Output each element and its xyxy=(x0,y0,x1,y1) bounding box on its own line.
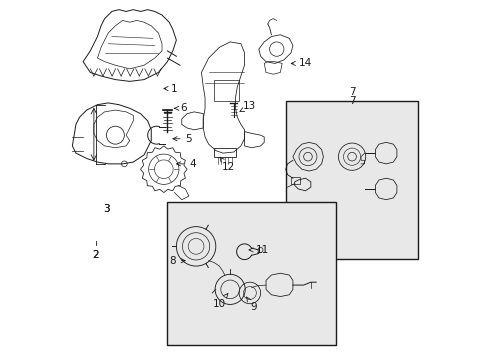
Text: 1: 1 xyxy=(163,84,178,94)
Text: 3: 3 xyxy=(103,204,109,214)
Text: 8: 8 xyxy=(169,256,185,266)
Text: 3: 3 xyxy=(103,204,109,214)
Text: 12: 12 xyxy=(220,157,235,172)
Text: 9: 9 xyxy=(246,297,256,312)
Text: 7: 7 xyxy=(348,87,355,97)
Text: 5: 5 xyxy=(173,134,192,144)
Text: 7: 7 xyxy=(348,96,355,106)
Bar xyxy=(285,101,418,259)
Text: 6: 6 xyxy=(174,103,186,113)
Bar xyxy=(214,148,235,157)
Text: 2: 2 xyxy=(92,250,99,260)
Text: 10: 10 xyxy=(212,293,227,309)
Text: 14: 14 xyxy=(291,58,311,68)
Text: 11: 11 xyxy=(248,245,268,255)
Text: 2: 2 xyxy=(92,250,99,260)
Text: 13: 13 xyxy=(240,102,256,112)
Bar xyxy=(214,80,239,101)
Bar xyxy=(167,202,335,345)
Text: 4: 4 xyxy=(176,159,195,169)
Bar xyxy=(290,177,300,184)
